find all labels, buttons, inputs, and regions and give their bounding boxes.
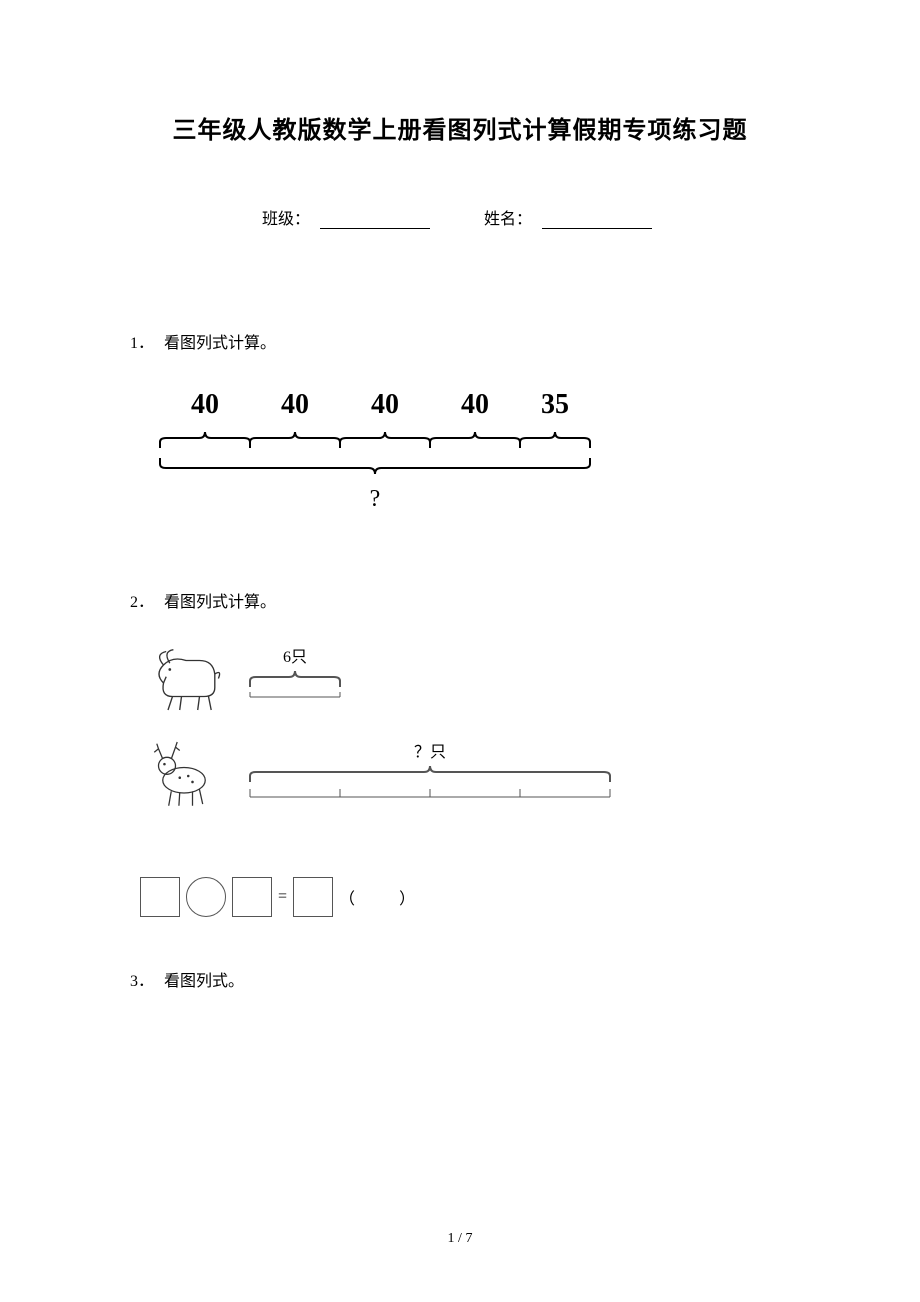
q2-diagram: 6只 ？只	[140, 642, 790, 847]
q1-text: 看图列式计算。	[164, 335, 276, 352]
svg-text:?: ?	[370, 486, 381, 512]
q1-num: 1．	[130, 335, 154, 352]
name-label: 姓名：	[484, 211, 532, 228]
form-line: 班级： 姓名：	[130, 205, 790, 229]
eq-op-circle[interactable]	[186, 877, 226, 917]
q1-diagram: 40 40 40 40 35?	[140, 383, 790, 538]
eq-box-1[interactable]	[140, 877, 180, 917]
svg-text:？只: ？只	[414, 744, 446, 761]
svg-text:40: 40	[281, 389, 309, 420]
eq-paren-gap[interactable]	[361, 885, 393, 909]
name-blank[interactable]	[542, 213, 652, 229]
page-current: 1	[448, 1231, 455, 1246]
eq-equal: =	[278, 888, 287, 906]
q3-text: 看图列式。	[164, 973, 244, 990]
class-label: 班级：	[262, 211, 310, 228]
page-total: 7	[465, 1231, 472, 1246]
equation-row: = （ ）	[140, 877, 790, 917]
svg-text:40: 40	[191, 389, 219, 420]
q3-num: 3．	[130, 973, 154, 990]
class-blank[interactable]	[320, 213, 430, 229]
eq-paren-open: （	[339, 885, 355, 909]
svg-text:40: 40	[371, 389, 399, 420]
question-1: 1． 看图列式计算。	[130, 329, 790, 353]
svg-text:35: 35	[541, 389, 569, 420]
svg-text:40: 40	[461, 389, 489, 420]
question-2: 2． 看图列式计算。	[130, 588, 790, 612]
eq-paren-close: ）	[399, 885, 415, 909]
question-3: 3． 看图列式。	[130, 967, 790, 991]
q2-text: 看图列式计算。	[164, 594, 276, 611]
eq-box-2[interactable]	[232, 877, 272, 917]
q2-num: 2．	[130, 594, 154, 611]
page-footer: 1 / 7	[0, 1231, 920, 1247]
svg-text:6只: 6只	[283, 649, 307, 666]
page-title: 三年级人教版数学上册看图列式计算假期专项练习题	[130, 110, 790, 145]
eq-box-3[interactable]	[293, 877, 333, 917]
page-sep: /	[455, 1231, 466, 1246]
